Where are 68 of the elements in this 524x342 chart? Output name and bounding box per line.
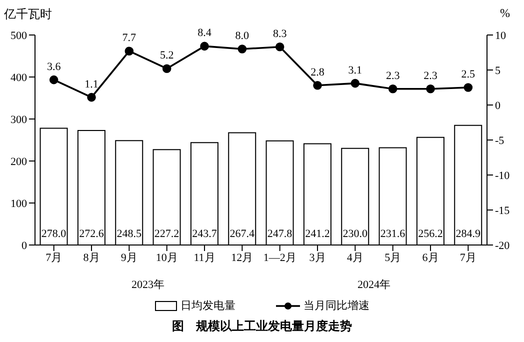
y-tick-label: 200 bbox=[10, 156, 28, 168]
data-label: 3.6 bbox=[46, 60, 62, 73]
point bbox=[200, 42, 209, 51]
y-axis-title: 亿千瓦时 bbox=[4, 6, 52, 23]
point bbox=[87, 92, 96, 102]
x-tick-label: 5月 bbox=[384, 252, 402, 264]
data-label: 2.8 bbox=[310, 66, 325, 78]
data-label: 8.3 bbox=[272, 28, 288, 40]
y-tick-label: 0 bbox=[22, 240, 28, 252]
data-label: 227.2 bbox=[154, 228, 180, 240]
data-label: 5.2 bbox=[160, 50, 174, 62]
x-tick-label: 8月 bbox=[83, 252, 100, 264]
x-tick-label: 3月 bbox=[309, 252, 326, 264]
y2-tick-label: -15 bbox=[495, 204, 510, 217]
point bbox=[49, 75, 58, 84]
data-label: 241.2 bbox=[305, 228, 330, 240]
point bbox=[313, 81, 322, 90]
x-tick-label: 11月 bbox=[194, 252, 216, 264]
point bbox=[350, 78, 360, 88]
y2-tick-label: -20 bbox=[495, 240, 510, 252]
point bbox=[275, 42, 284, 52]
point bbox=[238, 44, 247, 54]
x-tick-label: 1—2月 bbox=[263, 252, 296, 264]
data-label: 2.3 bbox=[386, 70, 400, 82]
data-label: 231.6 bbox=[380, 228, 406, 240]
point bbox=[426, 84, 435, 94]
data-label: 278.0 bbox=[41, 228, 67, 240]
x-tick-label: 12月 bbox=[231, 252, 254, 264]
x-tick-label: 7月 bbox=[460, 252, 476, 264]
x-tick-label: 10月 bbox=[156, 252, 178, 264]
y2-tick-label: -10 bbox=[495, 170, 510, 182]
data-label: 272.6 bbox=[79, 228, 104, 240]
text: 2024年 bbox=[356, 278, 392, 292]
y-tick-label: 500 bbox=[10, 30, 28, 42]
data-label: 8.4 bbox=[198, 27, 212, 40]
x-tick-label: 6月 bbox=[422, 252, 439, 264]
data-label: 2.3 bbox=[424, 70, 438, 82]
data-label: 267.4 bbox=[230, 228, 255, 240]
data-label: 248.5 bbox=[116, 228, 142, 240]
x-tick-label: 4月 bbox=[346, 252, 364, 264]
y2-tick-label: 5 bbox=[495, 64, 501, 77]
y-tick-label: 300 bbox=[10, 114, 28, 126]
point bbox=[162, 64, 172, 73]
data-label: 8.0 bbox=[235, 30, 250, 42]
y-tick-label: 100 bbox=[10, 198, 28, 210]
text: 图 规模以上工业发电量月度走势 bbox=[171, 318, 353, 335]
point bbox=[464, 83, 473, 92]
y2-tick-label: 0 bbox=[495, 100, 501, 112]
text: 2023年 bbox=[130, 278, 166, 292]
data-label: 2.5 bbox=[461, 68, 476, 80]
data-label: 247.8 bbox=[267, 228, 293, 240]
data-label: 230.0 bbox=[342, 228, 368, 240]
point bbox=[388, 84, 398, 94]
point bbox=[124, 46, 134, 56]
data-label: 1.1 bbox=[84, 78, 98, 90]
legend-label: 日均发电量 bbox=[180, 299, 236, 313]
data-label: 3.1 bbox=[348, 64, 362, 76]
y2-axis-title: % bbox=[500, 6, 510, 21]
legend-label: 当月同比增速 bbox=[304, 299, 370, 313]
x-tick-label: 9月 bbox=[120, 252, 138, 264]
y2-tick-label: -5 bbox=[495, 134, 505, 147]
data-label: 256.2 bbox=[418, 228, 443, 240]
x-tick-label: 7月 bbox=[46, 252, 62, 264]
data-label: 7.7 bbox=[122, 32, 137, 44]
y2-tick-label: 10 bbox=[495, 30, 506, 42]
y-tick-label: 400 bbox=[10, 72, 28, 84]
data-label: 284.9 bbox=[456, 228, 481, 240]
data-label: 243.7 bbox=[192, 228, 218, 240]
